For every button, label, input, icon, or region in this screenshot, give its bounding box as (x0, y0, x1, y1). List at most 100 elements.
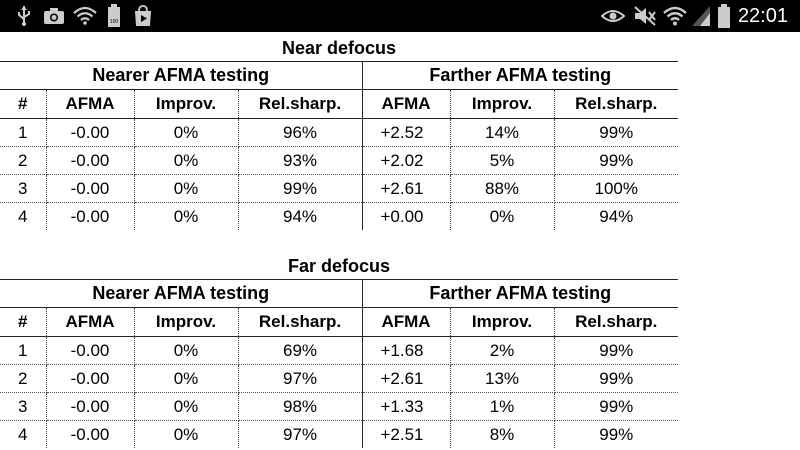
far-improv-cell: 2% (450, 336, 555, 365)
far-improv-cell: 8% (450, 420, 555, 448)
near-improv-cell: 0% (134, 336, 239, 365)
table-row: 3 -0.00 0% 99% +2.61 88% 100% (0, 174, 678, 203)
battery-icon (716, 0, 732, 32)
far-improv-cell: 88% (450, 174, 555, 203)
col-header-index: # (0, 89, 47, 119)
near-rel-sharp-cell: 99% (238, 174, 363, 203)
col-header-afma: AFMA (46, 89, 135, 119)
far-defocus-table: Nearer AFMA testing Farther AFMA testing… (0, 279, 678, 448)
table-row: 4 -0.00 0% 94% +0.00 0% 94% (0, 202, 678, 230)
play-store-icon (132, 0, 154, 32)
camera-icon (42, 0, 66, 32)
far-afma-cell: +0.00 (362, 202, 451, 230)
near-improv-cell: 0% (134, 392, 239, 421)
near-rel-sharp-cell: 97% (238, 420, 363, 448)
far-rel-sharp-cell: 100% (554, 174, 678, 203)
near-improv-cell: 0% (134, 146, 239, 175)
usb-icon (14, 0, 34, 32)
near-defocus-section: Near defocus Nearer AFMA testing Farther… (0, 35, 678, 230)
near-improv-cell: 0% (134, 364, 239, 393)
near-rel-sharp-cell: 98% (238, 392, 363, 421)
row-index: 4 (0, 202, 47, 230)
row-index: 3 (0, 392, 47, 421)
far-improv-cell: 14% (450, 118, 555, 147)
row-index: 3 (0, 174, 47, 203)
table-row: 2 -0.00 0% 97% +2.61 13% 99% (0, 364, 678, 393)
near-afma-cell: -0.00 (46, 146, 135, 175)
col-header-rel-sharp: Rel.sharp. (238, 89, 363, 119)
group-header-nearer: Nearer AFMA testing (0, 61, 363, 90)
far-defocus-section: Far defocus Nearer AFMA testing Farther … (0, 253, 678, 448)
near-afma-cell: -0.00 (46, 392, 135, 421)
far-rel-sharp-cell: 99% (599, 424, 634, 444)
col-header-afma: AFMA (46, 307, 135, 337)
far-afma-cell: +2.51 (362, 420, 451, 448)
row-index: 4 (0, 420, 47, 448)
table-row: 2 -0.00 0% 93% +2.02 5% 99% (0, 146, 678, 175)
clock: 22:01 (737, 5, 788, 27)
table-row: 4 -0.00 0% 97% +2.51 8% 99% (0, 420, 678, 448)
near-improv-cell: 0% (134, 174, 239, 203)
group-header-farther: Farther AFMA testing (362, 279, 678, 308)
far-rel-sharp-cell: 99% (554, 118, 678, 147)
battery-100-icon: 100 (104, 0, 124, 32)
far-rel-sharp-cell: 99% (554, 146, 678, 175)
near-afma-cell: -0.00 (46, 174, 135, 203)
far-afma-cell: +2.02 (362, 146, 451, 175)
far-afma-cell: +2.61 (362, 364, 451, 393)
far-improv-cell: 5% (450, 146, 555, 175)
near-rel-sharp-cell: 93% (238, 146, 363, 175)
col-header-improv: Improv. (450, 307, 555, 337)
col-header-index: # (0, 307, 47, 337)
near-afma-cell: -0.00 (46, 202, 135, 230)
status-bar: 100 (0, 0, 800, 32)
table-row: 1 -0.00 0% 69% +1.68 2% 99% (0, 336, 678, 365)
far-afma-cell: +2.52 (362, 118, 451, 147)
near-improv-cell: 0% (134, 118, 239, 147)
col-header-improv: Improv. (134, 307, 239, 337)
far-rel-sharp-cell: 94% (599, 206, 634, 226)
far-improv-cell: 13% (450, 364, 555, 393)
group-header-nearer: Nearer AFMA testing (0, 279, 363, 308)
eye-icon (600, 0, 626, 32)
col-header-afma: AFMA (362, 89, 451, 119)
far-improv-cell: 1% (450, 392, 555, 421)
far-improv-cell: 0% (450, 202, 555, 230)
near-improv-cell: 0% (134, 420, 239, 448)
near-improv-cell: 0% (134, 202, 239, 230)
table-title: Near defocus (281, 38, 397, 58)
far-afma-cell: +1.33 (362, 392, 451, 421)
table-row: 1 -0.00 0% 96% +2.52 14% 99% (0, 118, 678, 147)
near-afma-cell: -0.00 (46, 364, 135, 393)
far-rel-sharp-cell: 99% (554, 336, 678, 365)
table-title: Far defocus (287, 256, 391, 276)
row-index: 2 (0, 364, 47, 393)
wifi-icon (662, 0, 688, 32)
group-header-farther: Farther AFMA testing (362, 61, 678, 90)
mute-icon (632, 0, 658, 32)
row-index: 1 (0, 336, 47, 365)
signal-icon (690, 0, 712, 32)
far-afma-cell: +1.68 (362, 336, 451, 365)
far-rel-sharp-cell: 99% (554, 392, 678, 421)
near-afma-cell: -0.00 (46, 420, 135, 448)
svg-text:100: 100 (110, 19, 119, 25)
col-header-rel-sharp: Rel.sharp. (238, 307, 363, 337)
table-row: 3 -0.00 0% 98% +1.33 1% 99% (0, 392, 678, 421)
near-afma-cell: -0.00 (46, 118, 135, 147)
col-header-rel-sharp: Rel.sharp. (554, 89, 678, 119)
near-rel-sharp-cell: 94% (238, 202, 363, 230)
col-header-improv: Improv. (450, 89, 555, 119)
col-header-rel-sharp: Rel.sharp. (554, 307, 678, 337)
wifi-notification-icon (72, 0, 98, 32)
near-defocus-table: Nearer AFMA testing Farther AFMA testing… (0, 61, 678, 230)
row-index: 1 (0, 118, 47, 147)
far-afma-cell: +2.61 (362, 174, 451, 203)
near-rel-sharp-cell: 97% (238, 364, 363, 393)
near-afma-cell: -0.00 (46, 336, 135, 365)
row-index: 2 (0, 146, 47, 175)
near-rel-sharp-cell: 96% (238, 118, 363, 147)
near-rel-sharp-cell: 69% (238, 336, 363, 365)
col-header-improv: Improv. (134, 89, 239, 119)
col-header-afma: AFMA (362, 307, 451, 337)
